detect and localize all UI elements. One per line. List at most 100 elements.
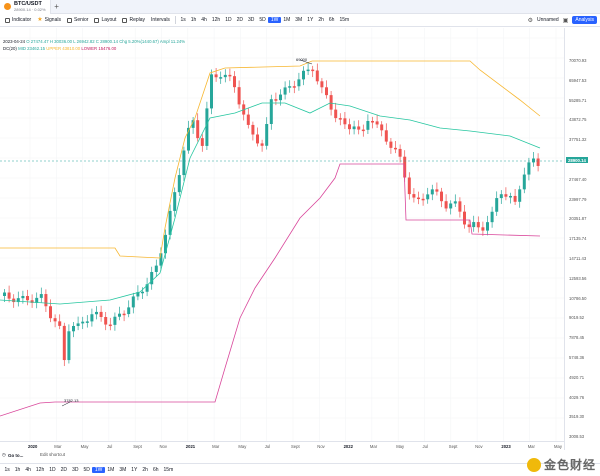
timeframe-1Y[interactable]: 1Y — [307, 17, 314, 23]
signals-button[interactable]: ★ Signals — [34, 17, 64, 24]
timeframe-1M[interactable]: 1M — [283, 17, 291, 23]
timeframe-2h[interactable]: 2h — [318, 17, 324, 23]
price-axis[interactable]: 70070.93 65947.53 55285.71 43872.75 37751.32… — [564, 28, 600, 450]
timeframe-1s[interactable]: 1s — [4, 467, 10, 473]
edit-shortcut-link[interactable]: Edit shortcut — [40, 452, 66, 457]
timeframe-group: 1s 1h 4h 12h 1D 2D 3D 5D 1W 1M 3M 1Y 2h 6h 15m — [178, 17, 352, 23]
candle-body — [122, 313, 126, 316]
candle-body — [504, 194, 508, 197]
candle-body — [338, 118, 342, 120]
timeframe-2D[interactable]: 2D — [236, 17, 243, 23]
timeframe-15m[interactable]: 15m — [339, 17, 350, 23]
price-label: 23997.79 — [569, 196, 587, 202]
price-label: 12593.56 — [569, 275, 587, 281]
candle-body — [228, 74, 232, 77]
candle-body — [108, 324, 112, 327]
date-label: Sept — [291, 444, 300, 449]
candle-body — [136, 292, 140, 297]
timeframe-1h[interactable]: 1h — [190, 17, 197, 23]
dc-legend[interactable]: DC(20) MID 23462.15 UPPER 43810.00 LOWER… — [3, 45, 185, 52]
tab-btc-usdt[interactable]: BTC/USDT 28900.14 · 0.02% — [0, 0, 51, 14]
candlestick-chart[interactable] — [0, 28, 564, 450]
camera-icon[interactable]: ▣ — [562, 17, 569, 24]
candle-body — [104, 316, 108, 325]
price-label: 20351.87 — [569, 216, 587, 222]
candle-body — [518, 189, 522, 202]
candle-body — [288, 86, 292, 88]
timeframe-1M[interactable]: 1M — [107, 467, 115, 473]
settings-icon[interactable]: ⚙ — [527, 17, 534, 24]
timeframe-1s[interactable]: 1s — [180, 17, 186, 23]
candle-body — [187, 127, 190, 151]
watermark: 金色财经 — [526, 456, 596, 473]
timeframe-15m[interactable]: 15m — [163, 467, 174, 473]
candle-body — [334, 109, 338, 119]
timeframe-1Y[interactable]: 1Y — [131, 467, 138, 473]
date-axis[interactable]: 2020 Mar May Jul Sept Nov 2021 Mar May Jul Sept Nov… — [0, 441, 564, 450]
date-label: May — [554, 444, 562, 449]
candle-body — [7, 292, 11, 299]
replay-button[interactable]: Replay — [119, 17, 148, 23]
senior-button[interactable]: Senior — [64, 17, 91, 23]
timeframe-4h[interactable]: 4h — [25, 467, 31, 473]
candle-body — [99, 311, 103, 317]
analysis-button[interactable]: Analysis — [572, 16, 597, 24]
candle-body — [62, 325, 66, 361]
timeframe-1D[interactable]: 1D — [225, 17, 232, 23]
candle-body — [168, 210, 172, 235]
timeframe-6h[interactable]: 6h — [152, 467, 159, 473]
timeframe-2D[interactable]: 2D — [60, 467, 68, 473]
date-label: Nov — [159, 444, 167, 449]
timeframe-3M[interactable]: 3M — [295, 17, 303, 23]
date-label: May — [80, 444, 89, 449]
candle-body — [251, 124, 255, 135]
candle-body — [223, 74, 227, 78]
timeframe-3D[interactable]: 3D — [248, 17, 255, 23]
timeframe-1h[interactable]: 1h — [14, 467, 21, 473]
candle-body — [490, 211, 494, 223]
indicator-button[interactable]: Indicator — [2, 17, 34, 23]
candle-body — [343, 118, 347, 125]
goto-button[interactable]: ◷ Go to... — [2, 452, 23, 458]
timeframe-2h[interactable]: 2h — [142, 467, 148, 473]
layout-name[interactable]: Unnamed — [537, 17, 559, 23]
timeframe-5D[interactable]: 5D — [259, 17, 266, 23]
candle-body — [260, 143, 264, 146]
dc-mid-value: MID 23462.15 — [18, 46, 46, 51]
timeframe-3D[interactable]: 3D — [72, 467, 79, 473]
price-label: 70070.93 — [569, 58, 587, 63]
candle-body — [421, 198, 425, 201]
timeframe-1W[interactable]: 1W — [92, 467, 105, 473]
date-label: Mar — [527, 444, 535, 449]
price-label: 10786.50 — [569, 295, 587, 301]
timeframe-4h[interactable]: 4h — [201, 17, 207, 23]
candle-body — [21, 295, 25, 299]
candle-body — [463, 211, 466, 225]
timeframe-12h[interactable]: 12h — [35, 467, 45, 473]
candle-body — [394, 147, 397, 150]
timeframe-3M[interactable]: 3M — [119, 467, 127, 473]
candle-body — [426, 194, 430, 200]
timeframe-6h[interactable]: 6h — [328, 17, 335, 23]
date-label: Nov — [475, 444, 483, 449]
timeframe-1W[interactable]: 1W — [268, 17, 281, 23]
timeframe-12h[interactable]: 12h — [211, 17, 221, 23]
intervals-button[interactable]: Intervals — [148, 17, 173, 23]
candle-body — [214, 74, 218, 78]
candle-body — [444, 201, 448, 209]
candle-body — [292, 86, 296, 88]
layout-button[interactable]: Layout — [91, 17, 119, 23]
price-label: 4029.76 — [569, 394, 585, 400]
date-label: 2021 — [185, 444, 196, 449]
candle-body — [81, 321, 85, 324]
high-annotation-pointer — [299, 59, 313, 65]
candle-body — [16, 298, 20, 303]
candle-body — [219, 77, 223, 79]
candle-body — [522, 174, 526, 190]
legend-date: 2023-04-24 — [3, 39, 25, 44]
candle-body — [67, 331, 71, 361]
candle-body — [380, 124, 384, 131]
timeframe-5D[interactable]: 5D — [83, 467, 90, 473]
timeframe-1D[interactable]: 1D — [49, 467, 56, 473]
add-tab-icon[interactable]: + — [54, 2, 59, 11]
